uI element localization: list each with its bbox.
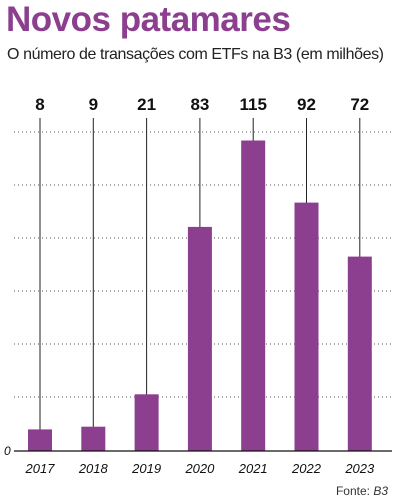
bar-2017: [28, 429, 52, 451]
x-tick-labels: 2017 2018 2019 2020 2021 2022 2023: [25, 461, 375, 476]
value-label-2023: 72: [350, 95, 369, 114]
y-tick-zero: 0: [4, 444, 11, 458]
bar-2018: [81, 426, 106, 451]
value-label-2021: 115: [239, 95, 266, 114]
source-name: B3: [373, 484, 388, 498]
value-label-2017: 8: [35, 95, 44, 114]
chart-subtitle: O número de transações com ETFs na B3 (e…: [7, 46, 384, 63]
bar-2021: [241, 140, 266, 451]
bar-2023: [347, 256, 372, 451]
x-tick-label-2017: 2017: [25, 461, 56, 476]
bars: [28, 140, 372, 451]
x-tick-label-2021: 2021: [238, 461, 268, 476]
value-label-2018: 9: [89, 95, 98, 114]
x-tick-label-2019: 2019: [131, 461, 161, 476]
value-label-2019: 21: [137, 95, 156, 114]
x-tick-label-2022: 2022: [291, 461, 322, 476]
value-label-2022: 92: [297, 95, 316, 114]
x-tick-label-2020: 2020: [184, 461, 215, 476]
bar-2020: [187, 226, 212, 451]
x-tick-label-2018: 2018: [78, 461, 109, 476]
source-label: Fonte:: [335, 484, 370, 498]
bar-2022: [294, 202, 319, 451]
x-tick-label-2023: 2023: [344, 461, 375, 476]
source-note: Fonte: B3: [336, 483, 388, 499]
chart-title: Novos patamares: [6, 0, 291, 39]
value-labels: 8 9 21 83 115 92 72: [35, 95, 369, 114]
value-label-2020: 83: [190, 95, 209, 114]
bar-2019: [134, 394, 159, 451]
